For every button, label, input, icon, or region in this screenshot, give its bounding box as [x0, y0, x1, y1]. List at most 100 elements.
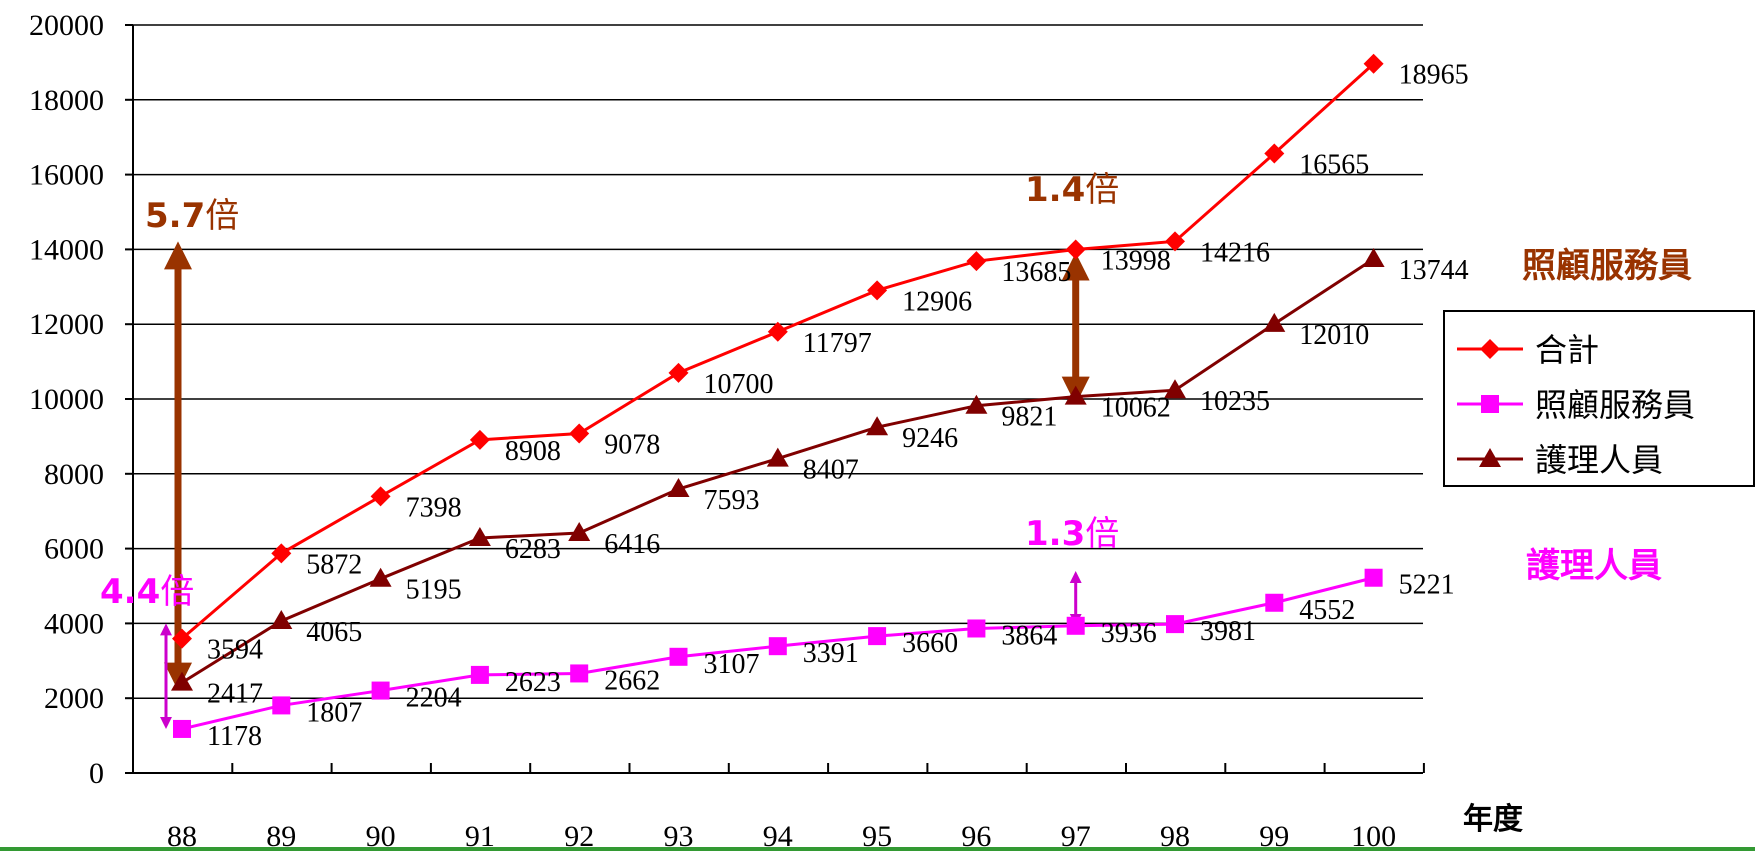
data-label: 5195 [406, 575, 462, 606]
data-point [867, 280, 888, 301]
data-point [1265, 593, 1284, 612]
y-tick-label: 16000 [29, 159, 104, 192]
annotations: 5.7倍4.4倍1.4倍1.3倍 [100, 170, 1119, 729]
data-point [1166, 615, 1184, 634]
ratio-annotation: 1.3倍 [1025, 514, 1119, 554]
data-point [272, 696, 291, 715]
series [171, 53, 1385, 738]
data-point [1165, 231, 1185, 252]
data-label: 9078 [604, 429, 660, 460]
x-tick-label: 91 [465, 820, 495, 851]
data-label: 2623 [505, 667, 561, 698]
data-point [768, 637, 787, 656]
legend-swatch-marker [1481, 395, 1499, 413]
ratio-annotation: 4.4倍 [100, 572, 194, 612]
data-point [1164, 379, 1186, 399]
legend-swatch-marker [1479, 448, 1501, 467]
data-point [669, 647, 688, 666]
data-label: 12010 [1299, 320, 1369, 351]
ratio-suffix: 倍 [1085, 170, 1119, 210]
data-label: 9246 [902, 423, 958, 454]
x-tick-label: 97 [1061, 820, 1091, 851]
x-tick-label: 94 [763, 820, 793, 851]
y-tick-label: 18000 [29, 84, 104, 117]
legend-swatch-marker [1480, 339, 1500, 359]
y-tick-label: 14000 [29, 233, 104, 266]
data-point [1263, 312, 1286, 332]
x-tick-label: 95 [862, 820, 892, 851]
data-label: 2204 [406, 683, 462, 714]
data-point [1364, 568, 1383, 587]
data-point [271, 543, 292, 564]
data-label: 13685 [1001, 257, 1071, 288]
data-label: 3864 [1001, 620, 1057, 651]
x-tick-label: 89 [266, 820, 296, 851]
data-label: 5872 [306, 549, 362, 580]
y-tick-label: 4000 [44, 607, 104, 640]
data-point [470, 665, 489, 684]
data-label: 3107 [704, 649, 760, 680]
ratio-number: 5.7 [145, 196, 205, 236]
data-label: 3981 [1200, 616, 1256, 647]
x-tick-label: 90 [366, 820, 396, 851]
legend-label: 護理人員 [1535, 441, 1663, 479]
data-label: 11797 [803, 328, 872, 359]
legend-label: 合計 [1535, 331, 1599, 369]
data-label: 13998 [1101, 245, 1171, 276]
gridlines [133, 24, 1423, 699]
y-tick-label: 10000 [29, 383, 104, 416]
data-label: 4552 [1299, 595, 1355, 626]
legend-label: 照顧服務員 [1535, 386, 1695, 424]
data-label: 8908 [505, 436, 561, 467]
y-tick-label: 20000 [29, 9, 104, 42]
x-tick-label: 100 [1351, 820, 1396, 851]
x-tick-label: 92 [564, 820, 594, 851]
ratio-annotation: 1.4倍 [1025, 170, 1119, 210]
data-point [1064, 385, 1087, 405]
data-point [766, 447, 789, 467]
data-point [767, 321, 788, 342]
data-point [469, 429, 490, 450]
data-point [370, 486, 391, 507]
ratio-suffix: 倍 [205, 196, 239, 236]
data-point [1362, 247, 1385, 267]
data-label: 10235 [1200, 386, 1270, 417]
data-point [868, 627, 887, 646]
data-label: 3391 [803, 638, 859, 669]
data-label: 1807 [306, 697, 362, 728]
y-tick-label: 2000 [44, 682, 104, 715]
x-tick-label: 93 [664, 820, 694, 851]
ratio-number: 1.3 [1025, 514, 1085, 554]
data-point [173, 719, 191, 738]
data-point [1363, 53, 1384, 74]
footer-rule [0, 847, 1755, 851]
data-point [569, 423, 590, 444]
data-point [967, 619, 986, 638]
data-label: 2662 [604, 665, 660, 696]
data-point [570, 664, 589, 683]
data-label: 6283 [505, 534, 561, 565]
y-tick-label: 0 [89, 757, 104, 790]
x-tick-label: 88 [167, 820, 197, 851]
axes: 0 2000 4000 6000 8000 10000 12000 14000 16000 180… [29, 9, 1425, 851]
data-label: 3594 [207, 635, 263, 666]
data-point [966, 251, 987, 272]
data-label: 9821 [1001, 402, 1057, 433]
ratio-suffix: 倍 [1085, 514, 1119, 554]
side-label-caregiver: 照顧服務員 [1522, 246, 1692, 286]
y-tick-label: 12000 [29, 308, 104, 341]
data-label: 3936 [1101, 618, 1157, 649]
data-label: 1178 [207, 721, 262, 752]
data-point [965, 394, 988, 414]
data-point [568, 522, 591, 542]
data-point [866, 416, 889, 436]
ratio-suffix: 倍 [160, 572, 194, 612]
data-point [1065, 239, 1086, 260]
data-label: 10062 [1101, 393, 1171, 424]
data-point [371, 681, 390, 700]
data-point [172, 628, 192, 649]
data-point [171, 671, 193, 691]
x-axis-unit-label: 年度 [1463, 802, 1523, 837]
data-point [1264, 143, 1285, 164]
